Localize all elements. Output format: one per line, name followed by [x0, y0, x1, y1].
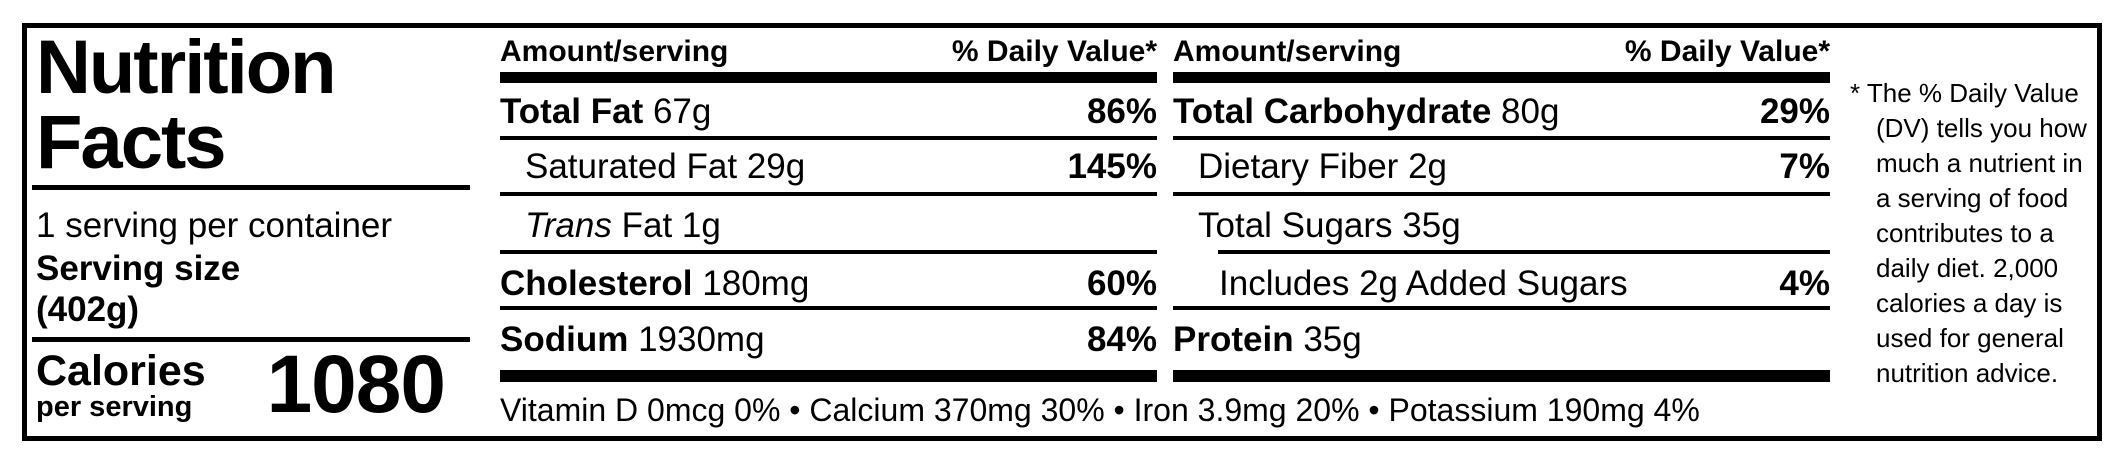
daily-value-header: % Daily Value* [951, 35, 1157, 68]
title-divider [32, 185, 470, 190]
calories-label: Calories [36, 347, 206, 395]
nutrient-amount: 67g [652, 92, 712, 131]
nutrient-name: Fat [621, 206, 673, 245]
vitamins-minerals-line: Vitamin D 0mcg 0% • Calcium 370mg 30% • … [500, 392, 1700, 428]
thick-rule [1173, 72, 1830, 83]
thick-rule [500, 72, 1157, 83]
nutrient-name: Saturated Fat [525, 147, 738, 186]
thin-rule [1173, 136, 1830, 140]
amount-per-serving-header: Amount/serving [1173, 35, 1402, 68]
nutrient-row-dietary-fiber: Dietary Fiber 2g 7% [1173, 145, 1830, 189]
nutrient-name-italic: Trans [525, 206, 612, 245]
nutrient-amount: 29g [746, 147, 806, 186]
nutrient-row-cholesterol: Cholesterol 180mg 60% [500, 262, 1157, 306]
nutrient-dv: 145% [1067, 147, 1157, 186]
label-title: Nutrition Facts [36, 25, 337, 185]
nutrient-row-sodium: Sodium 1930mg 84% [500, 318, 1157, 362]
column-header: Amount/serving % Daily Value* [1173, 36, 1830, 68]
nutrient-amount: 1g [681, 206, 721, 245]
nutrient-dv: 29% [1759, 92, 1830, 131]
nutrient-row-saturated-fat: Saturated Fat 29g 145% [500, 145, 1157, 189]
daily-value-header: % Daily Value* [1624, 35, 1830, 68]
nutrient-dv: 60% [1086, 264, 1157, 303]
nutrient-name: Total Fat [500, 92, 644, 131]
thin-rule [500, 136, 1157, 140]
thin-rule [1173, 306, 1830, 310]
nutrient-dv: 86% [1086, 92, 1157, 131]
nutrient-dv: 4% [1779, 264, 1830, 303]
column-header: Amount/serving % Daily Value* [500, 36, 1157, 68]
nutrient-amount: 2g [1408, 147, 1447, 186]
calories-divider [32, 337, 470, 342]
nutrient-name: Cholesterol [500, 264, 693, 303]
nutrient-row-total-carbohydrate: Total Carbohydrate 80g 29% [1173, 90, 1830, 134]
nutrient-amount: 35g [1303, 320, 1362, 359]
thick-rule [500, 370, 1157, 382]
daily-value-footnote: * The % Daily Value (DV) tells you how m… [1850, 78, 2087, 388]
nutrient-amount: 1930mg [638, 320, 765, 359]
nutrient-dv: 7% [1779, 147, 1830, 186]
calories-sublabel: per serving [36, 391, 193, 423]
servings-per-container: 1 serving per container [36, 206, 393, 245]
serving-size-value: (402g) [36, 290, 140, 329]
nutrient-column-2: Amount/serving % Daily Value* Total Carb… [1173, 26, 1830, 388]
thin-rule [500, 192, 1157, 196]
thin-rule [1173, 192, 1830, 196]
nutrient-column-1: Amount/serving % Daily Value* Total Fat … [500, 26, 1157, 388]
nutrient-name: Includes 2g Added Sugars [1219, 264, 1628, 303]
calories-value: 1080 [266, 339, 446, 430]
amount-per-serving-header: Amount/serving [500, 35, 729, 68]
nutrient-name: Dietary Fiber [1198, 147, 1399, 186]
nutrient-row-total-sugars: Total Sugars 35g [1173, 204, 1830, 248]
serving-size-label: Serving size [36, 249, 241, 288]
nutrient-row-protein: Protein 35g [1173, 318, 1830, 362]
nutrient-row-total-fat: Total Fat 67g 86% [500, 90, 1157, 134]
nutrient-name: Total Carbohydrate [1173, 92, 1492, 131]
nutrient-amount: 80g [1501, 92, 1560, 131]
thin-rule [500, 250, 1157, 254]
nutrient-row-trans-fat: Trans Fat 1g [500, 204, 1157, 248]
thin-rule [500, 306, 1157, 310]
thin-rule [1218, 250, 1830, 254]
nutrient-row-added-sugars: Includes 2g Added Sugars 4% [1173, 262, 1830, 306]
nutrient-amount: 180mg [702, 264, 810, 303]
thick-rule [1173, 370, 1830, 382]
nutrient-name: Total Sugars [1198, 206, 1393, 245]
nutrient-name: Sodium [500, 320, 629, 359]
nutrient-name: Protein [1173, 320, 1294, 359]
nutrient-amount: 35g [1402, 206, 1461, 245]
nutrient-dv: 84% [1086, 320, 1157, 359]
